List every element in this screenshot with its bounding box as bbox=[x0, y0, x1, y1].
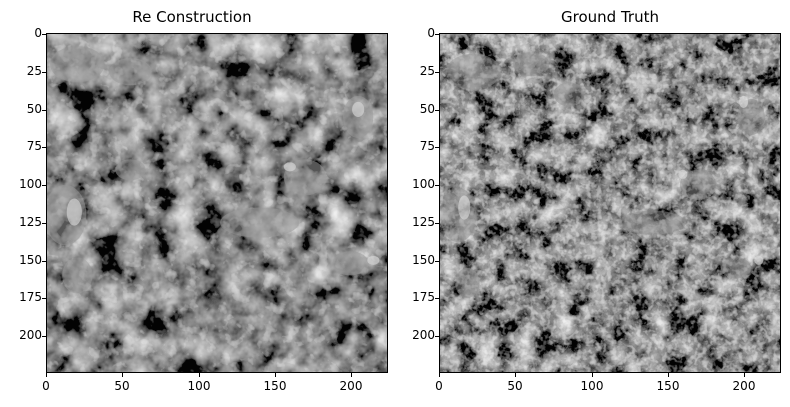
xtick-mark bbox=[592, 373, 593, 377]
ytick-mark bbox=[42, 110, 46, 111]
ytick-mark bbox=[42, 147, 46, 148]
ytick-mark bbox=[42, 34, 46, 35]
ytick-mark bbox=[42, 72, 46, 73]
ytick-label: 0 bbox=[34, 26, 42, 40]
reconstruction-texture bbox=[47, 34, 387, 372]
xtick-mark bbox=[275, 373, 276, 377]
xtick-mark bbox=[351, 373, 352, 377]
xtick-mark bbox=[122, 373, 123, 377]
reconstruction-panel: Re Construction bbox=[19, 8, 388, 393]
ytick-mark bbox=[435, 298, 439, 299]
xtick-label: 200 bbox=[339, 379, 363, 393]
ytick-mark bbox=[435, 261, 439, 262]
ytick-label: 125 bbox=[19, 215, 42, 229]
ground-truth-image bbox=[439, 33, 781, 373]
ytick-mark bbox=[435, 34, 439, 35]
xtick-label: 150 bbox=[263, 379, 287, 393]
xtick-label: 50 bbox=[114, 379, 130, 393]
xtick-label: 0 bbox=[42, 379, 50, 393]
ytick-mark bbox=[42, 185, 46, 186]
ytick-label: 100 bbox=[412, 177, 435, 191]
ground-truth-panel: Ground Truth bbox=[395, 0, 790, 407]
xtick-mark bbox=[515, 373, 516, 377]
ytick-label: 75 bbox=[419, 139, 435, 153]
xtick-label: 100 bbox=[580, 379, 604, 393]
ytick-label: 25 bbox=[26, 64, 42, 78]
ytick-mark bbox=[435, 147, 439, 148]
ground-truth-texture bbox=[440, 34, 780, 372]
ytick-mark bbox=[435, 72, 439, 73]
ytick-label: 150 bbox=[19, 253, 42, 267]
reconstruction-image bbox=[46, 33, 388, 373]
ytick-label: 50 bbox=[419, 102, 435, 116]
ytick-mark bbox=[42, 298, 46, 299]
ytick-label: 175 bbox=[19, 290, 42, 304]
ytick-mark bbox=[435, 110, 439, 111]
xtick-label: 200 bbox=[732, 379, 756, 393]
xtick-label: 0 bbox=[435, 379, 443, 393]
xtick-label: 150 bbox=[656, 379, 680, 393]
ytick-mark bbox=[435, 336, 439, 337]
xtick-mark bbox=[46, 373, 47, 377]
ytick-mark bbox=[42, 223, 46, 224]
ytick-label: 125 bbox=[412, 215, 435, 229]
xtick-mark bbox=[744, 373, 745, 377]
ytick-mark bbox=[42, 336, 46, 337]
ytick-label: 75 bbox=[26, 139, 42, 153]
ytick-mark bbox=[435, 223, 439, 224]
ytick-label: 150 bbox=[412, 253, 435, 267]
panel-title: Re Construction bbox=[132, 8, 252, 26]
xtick-mark bbox=[439, 373, 440, 377]
ytick-label: 100 bbox=[19, 177, 42, 191]
ytick-mark bbox=[435, 185, 439, 186]
xtick-mark bbox=[199, 373, 200, 377]
ytick-label: 200 bbox=[19, 328, 42, 342]
ytick-label: 175 bbox=[412, 290, 435, 304]
ytick-label: 25 bbox=[419, 64, 435, 78]
ytick-label: 200 bbox=[412, 328, 435, 342]
ytick-label: 50 bbox=[26, 102, 42, 116]
xtick-mark bbox=[668, 373, 669, 377]
xtick-label: 50 bbox=[507, 379, 523, 393]
ytick-mark bbox=[42, 261, 46, 262]
ytick-label: 0 bbox=[427, 26, 435, 40]
panel-title: Ground Truth bbox=[561, 8, 659, 26]
xtick-label: 100 bbox=[187, 379, 211, 393]
